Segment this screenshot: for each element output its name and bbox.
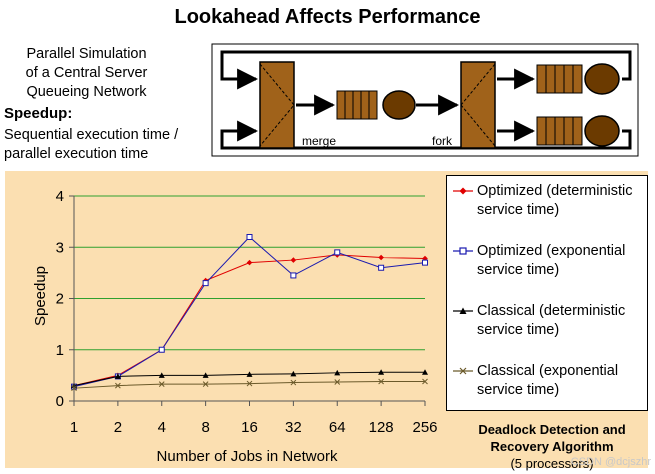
- y-tick-label: 2: [56, 291, 64, 308]
- series-line-0: [73, 254, 426, 387]
- data-point-square: [158, 346, 165, 353]
- data-point-x: [334, 379, 341, 385]
- data-point-square: [378, 264, 385, 271]
- data-point-diamond: [290, 257, 297, 263]
- data-point-triangle: [246, 371, 253, 377]
- data-point-square: [202, 280, 209, 287]
- data-point-triangle: [378, 369, 385, 375]
- fork-node: [460, 61, 496, 149]
- x-axis-label: Number of Jobs in Network: [157, 448, 338, 465]
- series-line-3: [73, 381, 425, 389]
- y-tick-label: 3: [56, 239, 64, 256]
- legend-marker-classical-exponential: [453, 367, 473, 375]
- upper-queue: [536, 64, 583, 94]
- central-queue: [336, 90, 378, 120]
- speedup-heading: Speedup:: [4, 105, 73, 122]
- data-point-square: [422, 259, 428, 266]
- x-tick-label: 1: [70, 419, 78, 436]
- data-point-diamond: [246, 259, 253, 266]
- y-tick-label: 4: [56, 188, 64, 205]
- legend-label: Optimized (exponential service time): [477, 243, 626, 278]
- algorithm-caption-line: (5 processors): [510, 456, 594, 471]
- lower-queue: [536, 116, 583, 146]
- x-tick-label: 2: [114, 419, 122, 436]
- data-point-x: [290, 379, 297, 386]
- data-point-triangle: [202, 372, 209, 378]
- x-tick-label: 4: [158, 419, 166, 436]
- data-point-x: [158, 381, 165, 387]
- algorithm-caption: Deadlock Detection and Recovery Algorith…: [452, 421, 652, 472]
- data-point-x: [202, 381, 209, 387]
- data-point-x: [378, 378, 384, 385]
- legend-label: Classical (exponential service time): [477, 363, 619, 398]
- data-point-diamond: [378, 254, 384, 261]
- merge-label: merge: [302, 134, 336, 148]
- x-tick-label: 128: [369, 419, 394, 436]
- description-line: of a Central Server: [25, 65, 148, 81]
- data-point-x: [246, 380, 253, 387]
- merge-node-lines: [259, 63, 295, 147]
- fork-label: fork: [432, 134, 453, 148]
- data-point-square: [246, 234, 253, 240]
- lower-server: [584, 115, 620, 147]
- feedback-loop-top: [220, 50, 632, 90]
- legend-label: Optimized (deterministic service time): [477, 183, 633, 218]
- page-title: Lookahead Affects Performance: [174, 6, 481, 28]
- simulation-description: Parallel Simulation of a Central Server …: [4, 45, 169, 102]
- merge-node: [259, 61, 295, 149]
- legend-label: Classical (deterministic service time): [477, 303, 626, 338]
- watermark: CSDN @dcjszhr: [570, 456, 651, 468]
- data-point-triangle: [422, 369, 428, 375]
- data-point-triangle: [158, 372, 165, 378]
- data-point-square: [334, 249, 341, 256]
- speedup-definition: Sequential execution time / parallel exe…: [4, 126, 178, 164]
- y-tick-label: 0: [56, 393, 64, 410]
- algorithm-caption-line: Recovery Algorithm: [490, 439, 614, 454]
- data-point-square: [290, 272, 297, 279]
- algorithm-caption-line: Deadlock Detection and: [478, 422, 626, 437]
- speedup-definition-line: Sequential execution time /: [4, 127, 179, 143]
- feedback-loop-bottom: [220, 120, 632, 150]
- x-tick-label: 16: [241, 419, 258, 436]
- data-point-triangle: [114, 373, 121, 379]
- legend-marker-classical-deterministic: [453, 307, 473, 314]
- data-point-x: [422, 378, 428, 385]
- description-line: Queueing Network: [26, 84, 147, 100]
- legend-marker-optimized-exponential: [453, 247, 473, 255]
- legend-marker-optimized-deterministic: [453, 187, 473, 195]
- data-point-triangle: [334, 369, 341, 376]
- x-tick-label: 8: [201, 419, 209, 436]
- data-point-triangle: [290, 370, 297, 377]
- x-tick-label: 32: [285, 419, 302, 436]
- speedup-definition-line: parallel execution time: [4, 146, 149, 162]
- series-line-1: [73, 236, 426, 388]
- chart-legend: Optimized (deterministic service time) O…: [446, 175, 648, 411]
- data-point-diamond: [422, 255, 428, 262]
- y-axis-label: Speedup: [32, 266, 49, 326]
- data-point-x: [115, 382, 121, 389]
- queueing-network-diagram: merge fork: [211, 43, 639, 157]
- upper-server: [584, 63, 620, 95]
- fork-node-lines: [460, 63, 496, 147]
- description-line: Parallel Simulation: [26, 46, 147, 62]
- central-server: [382, 90, 416, 120]
- x-tick-label: 64: [329, 419, 346, 436]
- y-tick-label: 1: [56, 342, 64, 359]
- x-tick-label: 256: [412, 419, 437, 436]
